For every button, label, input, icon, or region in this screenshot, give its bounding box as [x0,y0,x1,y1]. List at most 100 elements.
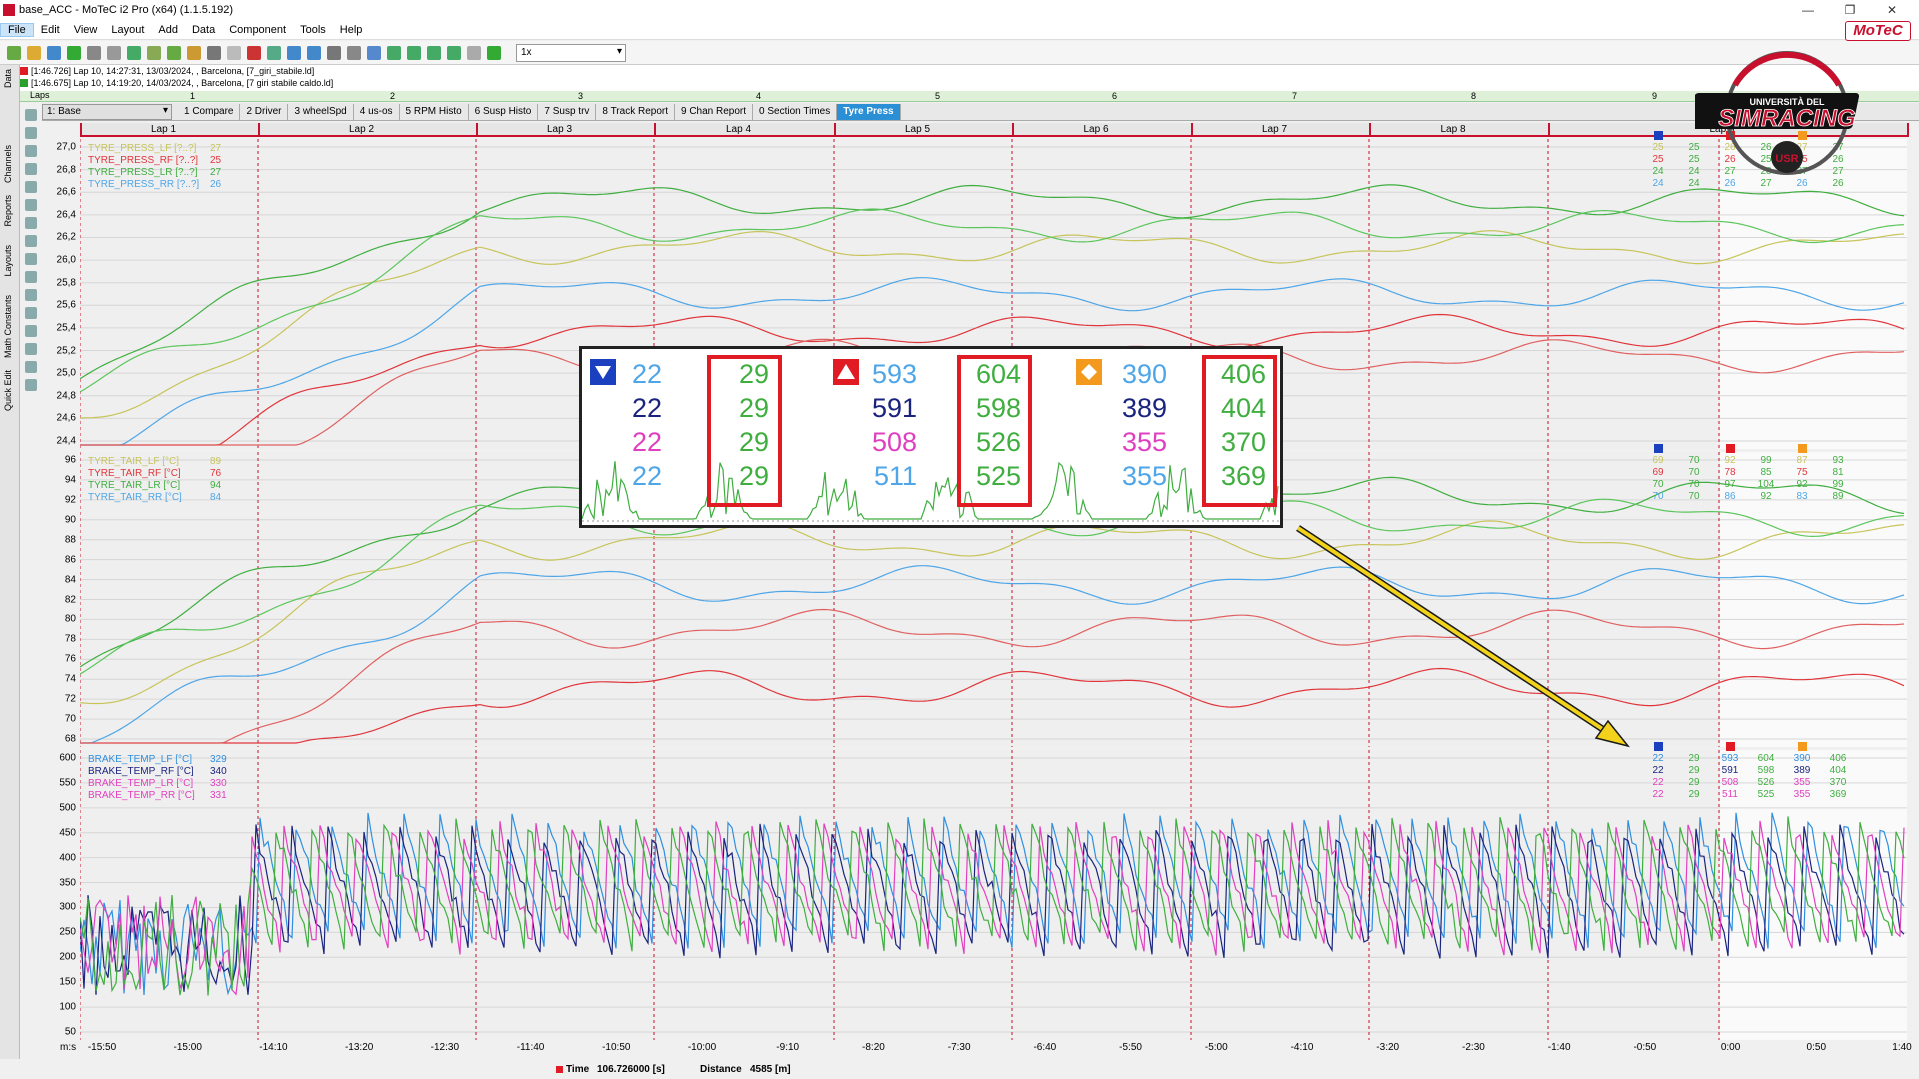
laps-strip[interactable]: Laps 1 2 3 4 5 6 7 8 9 [20,90,1919,102]
tab-3-wheelspd[interactable]: 3 wheelSpd [288,103,354,120]
toolbar-tool-icon[interactable] [307,45,321,60]
toolbar-tool-icon[interactable] [327,45,341,60]
rail-tab-layouts[interactable]: Layouts [3,245,13,277]
toolbar-tool-icon[interactable] [27,45,41,60]
toolbar-tool-icon[interactable] [187,45,201,60]
legend-row[interactable]: TYRE_PRESS_RR [?..?] 26 [88,179,250,191]
toolbar-tool-icon[interactable] [347,45,361,60]
file-row[interactable]: [1:46.726] Lap 10, 14:27:31, 13/03/2024,… [20,65,1919,77]
tab-7-susp-trv[interactable]: 7 Susp trv [538,103,597,120]
tab-6-susp-histo[interactable]: 6 Susp Histo [468,103,539,120]
toolbar-tool-icon[interactable] [447,45,461,60]
trace-lr2[interactable] [80,208,1905,393]
toolbar-tool-icon[interactable] [367,45,381,60]
tab-1-compare[interactable]: 1 Compare [178,103,241,120]
menu-tools[interactable]: Tools [300,23,326,36]
side-tool-icon[interactable] [25,163,37,175]
trace-lr[interactable] [80,820,1905,996]
restore-icon[interactable]: ❐ [1844,3,1856,17]
side-tool-icon[interactable] [25,127,37,139]
rail-tab-channels[interactable]: Channels [3,145,13,184]
lap-marker[interactable] [1012,123,1014,137]
side-tool-icon[interactable] [25,271,37,283]
legend-row[interactable]: BRAKE_TEMP_LF [°C] 329 [88,754,250,766]
toolbar-tool-icon[interactable] [407,45,421,60]
rail-tab-quick-edit[interactable]: Quick Edit [3,370,13,412]
toolbar-tool-icon[interactable] [67,45,81,60]
legend-row[interactable]: BRAKE_TEMP_RR [°C] 331 [88,790,250,802]
side-tool-icon[interactable] [25,379,37,391]
legend-row[interactable]: BRAKE_TEMP_LR [°C] 330 [88,778,250,790]
legend-row[interactable]: TYRE_PRESS_LR [?..?] 27 [88,167,250,179]
tab-9-chan-report[interactable]: 9 Chan Report [675,103,754,120]
legend-row[interactable]: TYRE_TAIR_LR [°C] 94 [88,480,250,492]
side-tool-icon[interactable] [25,343,37,355]
side-tool-icon[interactable] [25,235,37,247]
side-tool-icon[interactable] [25,109,37,121]
lap-marker[interactable] [80,123,82,137]
tab-4-us-os[interactable]: 4 us-os [353,103,400,120]
file-row[interactable]: [1:46.675] Lap 10, 14:19:20, 14/03/2024,… [20,77,1919,89]
trace-lf[interactable] [80,520,1905,705]
side-tool-icon[interactable] [25,181,37,193]
lap-marker[interactable] [1369,123,1371,137]
legend-row[interactable]: TYRE_TAIR_LF [°C] 89 [88,456,250,468]
trace-rf2[interactable] [80,608,1905,744]
lap-marker[interactable] [654,123,656,137]
toolbar-tool-icon[interactable] [267,45,281,60]
rail-tab-reports[interactable]: Reports [3,195,13,227]
side-tool-icon[interactable] [25,325,37,337]
toolbar-tool-icon[interactable] [387,45,401,60]
legend-row[interactable]: TYRE_TAIR_RF [°C] 76 [88,468,250,480]
trace-rf[interactable] [80,823,1905,995]
toolbar-tool-icon[interactable] [207,45,221,60]
tab-5-rpm-histo[interactable]: 5 RPM Histo [399,103,469,120]
rail-tab-math-constants[interactable]: Math Constants [3,295,13,359]
lap-marker[interactable] [1191,123,1193,137]
trace-lf[interactable] [80,230,1905,419]
trace-rr[interactable] [80,565,1905,744]
menu-help[interactable]: Help [339,23,363,36]
lap-marker[interactable] [1548,123,1550,137]
toolbar-tool-icon[interactable] [287,45,301,60]
side-tool-icon[interactable] [25,307,37,319]
zoom-combo[interactable]: 1x [516,43,626,62]
minimize-icon[interactable]: — [1802,3,1814,17]
legend-row[interactable]: TYRE_TAIR_RR [°C] 84 [88,492,250,504]
menu-view[interactable]: View [73,23,98,36]
side-tool-icon[interactable] [25,361,37,373]
toolbar-tool-icon[interactable] [127,45,141,60]
tab-0-section-times[interactable]: 0 Section Times [753,103,838,120]
lap-marker[interactable] [258,123,260,137]
legend-row[interactable]: TYRE_PRESS_LF [?..?] 27 [88,143,250,155]
trace-lf[interactable] [80,812,1905,996]
rail-tab-data[interactable]: Data [3,69,13,89]
toolbar-tool-icon[interactable] [427,45,441,60]
lap-marker[interactable] [1907,123,1909,137]
tab-8-track-report[interactable]: 8 Track Report [596,103,675,120]
menu-component[interactable]: Component [229,23,287,36]
trace-rr[interactable] [80,277,1905,446]
side-tool-icon[interactable] [25,145,37,157]
menu-add[interactable]: Add [158,23,178,36]
toolbar-tool-icon[interactable] [47,45,61,60]
lap-marker[interactable] [476,123,478,137]
side-tool-icon[interactable] [25,289,37,301]
lap-marker[interactable] [834,123,836,137]
menu-layout[interactable]: Layout [111,23,145,36]
tab-2-driver[interactable]: 2 Driver [240,103,289,120]
toolbar-tool-icon[interactable] [227,45,241,60]
toolbar-tool-icon[interactable] [247,45,261,60]
worksheet-selector[interactable]: 1: Base [42,103,172,120]
toolbar-tool-icon[interactable] [7,45,21,60]
legend-row[interactable]: BRAKE_TEMP_RF [°C] 340 [88,766,250,778]
side-tool-icon[interactable] [25,253,37,265]
toolbar-tool-icon[interactable] [467,45,481,60]
menu-file[interactable]: File [0,22,34,37]
menu-edit[interactable]: Edit [40,23,60,36]
menu-data[interactable]: Data [191,23,216,36]
toolbar-tool-icon[interactable] [147,45,161,60]
toolbar-tool-icon[interactable] [167,45,181,60]
toolbar-tool-icon[interactable] [107,45,121,60]
trace-rf[interactable] [80,313,1905,446]
